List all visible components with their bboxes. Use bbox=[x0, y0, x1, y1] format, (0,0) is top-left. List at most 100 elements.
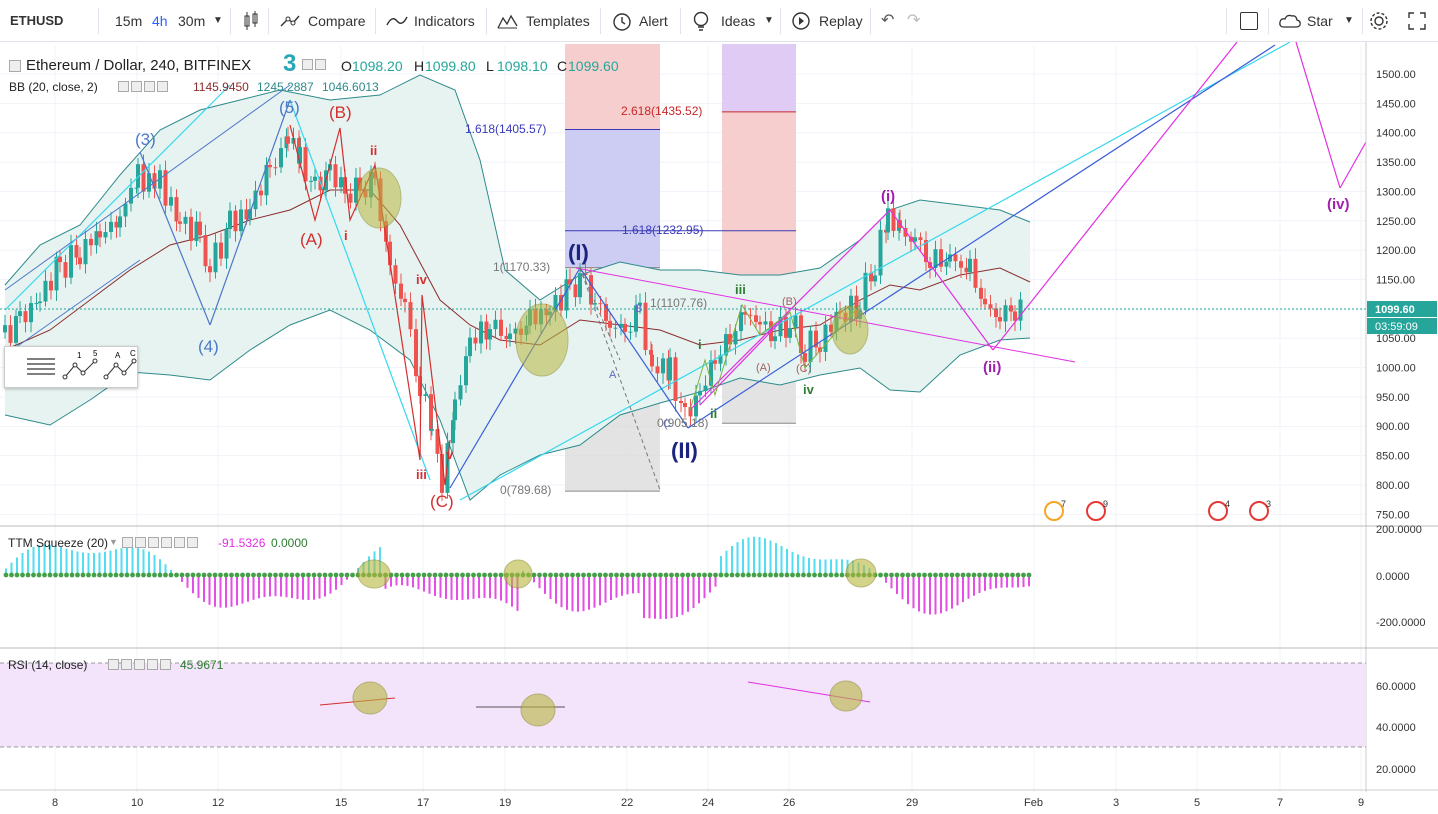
candle-body bbox=[568, 279, 572, 285]
squeeze-dot bbox=[559, 572, 564, 578]
candle-body bbox=[913, 237, 917, 242]
candle-body bbox=[178, 221, 182, 224]
squeeze-dot bbox=[9, 572, 14, 578]
square-icon[interactable] bbox=[1240, 12, 1258, 30]
squeeze-dot bbox=[735, 572, 740, 578]
templates-button[interactable]: Templates bbox=[526, 13, 590, 29]
candle-body bbox=[259, 190, 263, 196]
squeeze-value-2: 0.0000 bbox=[271, 536, 308, 550]
candle-body bbox=[63, 262, 68, 278]
symbol-search[interactable]: ETHUSD bbox=[10, 13, 64, 28]
chevron-down-icon[interactable]: ▼ bbox=[213, 15, 223, 26]
candle-body bbox=[239, 209, 243, 232]
star-button[interactable]: Star bbox=[1307, 13, 1333, 29]
interval-30m[interactable]: 30m bbox=[178, 13, 206, 29]
ideas-chevron-down-icon[interactable]: ▼ bbox=[764, 15, 774, 26]
undo-icon[interactable]: ↶ bbox=[881, 12, 895, 29]
squeeze-dot bbox=[295, 572, 300, 578]
squeeze-axis-tick: 200.0000 bbox=[1376, 524, 1422, 536]
candles-icon[interactable] bbox=[242, 11, 260, 31]
collapse-legend-button[interactable] bbox=[9, 60, 21, 72]
indicators-button[interactable]: Indicators bbox=[414, 13, 475, 29]
squeeze-chevron-icon[interactable]: ▼ bbox=[109, 537, 118, 547]
replay-button[interactable]: Replay bbox=[819, 13, 863, 29]
fullscreen-icon[interactable] bbox=[1407, 11, 1427, 31]
candle-body bbox=[403, 298, 407, 303]
bb-controls-icon[interactable] bbox=[118, 81, 182, 93]
wave-label: (i) bbox=[881, 188, 895, 205]
price-tick: 1000.00 bbox=[1376, 363, 1416, 375]
squeeze-dot bbox=[625, 572, 630, 578]
close-value: 1099.60 bbox=[568, 58, 619, 74]
redo-icon[interactable]: ↷ bbox=[907, 12, 921, 29]
candle-body bbox=[763, 321, 768, 325]
squeeze-dot bbox=[806, 572, 812, 578]
wave-line-navy bbox=[449, 267, 581, 489]
squeeze-dot bbox=[394, 572, 399, 578]
candle-body bbox=[458, 385, 463, 400]
candle-body bbox=[655, 366, 660, 374]
squeeze-controls-icon[interactable] bbox=[122, 537, 212, 549]
squeeze-dot bbox=[3, 572, 9, 578]
star-chevron-down-icon[interactable]: ▼ bbox=[1344, 15, 1354, 26]
wave-label: A bbox=[609, 369, 617, 381]
low-label: L bbox=[486, 58, 494, 74]
squeeze-dot bbox=[58, 572, 64, 578]
squeeze-dot bbox=[663, 572, 669, 578]
squeeze-dot bbox=[47, 572, 53, 578]
candle-body bbox=[134, 187, 139, 189]
squeeze-dot bbox=[245, 572, 251, 578]
candle-body bbox=[903, 227, 908, 237]
squeeze-dot bbox=[108, 572, 113, 578]
squeeze-dot bbox=[212, 572, 218, 578]
candle-body bbox=[504, 335, 509, 340]
interval-15m[interactable]: 15m bbox=[115, 13, 143, 29]
candle-body bbox=[14, 315, 18, 343]
candle-body bbox=[445, 443, 450, 493]
alert-button[interactable]: Alert bbox=[639, 13, 668, 29]
wave-label: (A) bbox=[300, 230, 323, 249]
compare-button[interactable]: Compare bbox=[308, 13, 366, 29]
candle-body bbox=[3, 325, 7, 333]
squeeze-dot bbox=[817, 572, 823, 578]
interval-4h[interactable]: 4h bbox=[152, 13, 168, 29]
candle-body bbox=[891, 208, 896, 231]
candle-body bbox=[109, 221, 113, 233]
rsi-controls-icon[interactable] bbox=[108, 659, 174, 671]
candle-body bbox=[43, 280, 48, 302]
time-tick: 3 bbox=[1113, 797, 1119, 809]
time-tick: 8 bbox=[52, 797, 58, 809]
squeeze-dot bbox=[185, 572, 190, 578]
top-toolbar: ETHUSD 15m 4h 30m ▼ Compare Indicators T… bbox=[0, 0, 1438, 42]
candle-body bbox=[808, 330, 813, 363]
candle-body bbox=[354, 177, 358, 203]
fib-label: 0(905.18) bbox=[657, 416, 708, 430]
ideas-button[interactable]: Ideas bbox=[721, 13, 756, 29]
candle-body bbox=[123, 203, 128, 217]
candle-body bbox=[799, 315, 803, 354]
candle-body bbox=[748, 314, 753, 316]
squeeze-dot bbox=[493, 572, 498, 578]
cloud-icon[interactable] bbox=[1278, 12, 1302, 30]
candle-body bbox=[673, 357, 678, 401]
candle-body bbox=[69, 245, 73, 278]
squeeze-dot bbox=[685, 572, 691, 578]
squeeze-dot bbox=[647, 572, 652, 578]
wave-line-magenta bbox=[699, 311, 791, 406]
candle-body bbox=[628, 331, 633, 333]
squeeze-dot bbox=[988, 572, 993, 578]
chart-canvas[interactable]: 1.618(1405.57) 1.618(1232.95) 1(1170.33) 0(… bbox=[0, 42, 1438, 814]
legend-settings-icon[interactable] bbox=[302, 59, 336, 72]
candle-body bbox=[163, 170, 168, 206]
candle-body bbox=[619, 323, 623, 328]
event-count: 7 bbox=[1061, 499, 1066, 509]
squeeze-dot bbox=[823, 572, 828, 578]
candle-body bbox=[668, 357, 672, 381]
candle-body bbox=[661, 358, 665, 374]
squeeze-dot bbox=[113, 572, 119, 578]
candle-body bbox=[152, 173, 157, 189]
squeeze-dot bbox=[42, 572, 47, 578]
gear-icon[interactable] bbox=[1368, 10, 1390, 32]
